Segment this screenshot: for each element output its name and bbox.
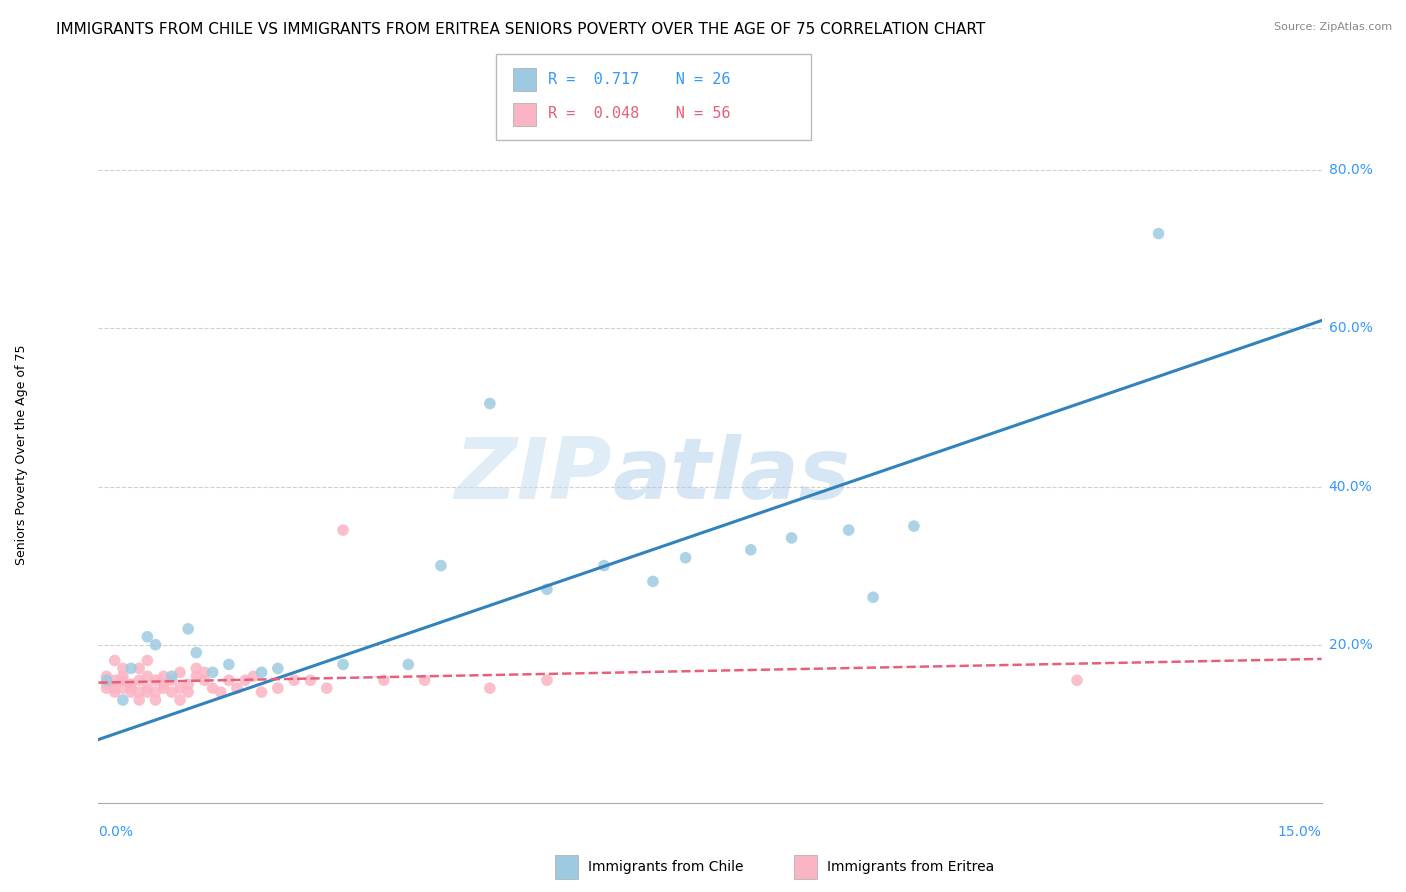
- Text: 40.0%: 40.0%: [1329, 480, 1372, 493]
- Point: [315, 681, 337, 695]
- Point: [96, 677, 118, 691]
- Point: [152, 681, 174, 695]
- Point: [145, 685, 167, 699]
- Text: Source: ZipAtlas.com: Source: ZipAtlas.com: [1274, 22, 1392, 32]
- Point: [332, 523, 354, 537]
- Point: [1147, 227, 1170, 241]
- Point: [111, 669, 134, 683]
- Point: [201, 665, 224, 680]
- Point: [96, 681, 118, 695]
- Text: Immigrants from Eritrea: Immigrants from Eritrea: [827, 860, 994, 874]
- Point: [478, 681, 501, 695]
- Point: [233, 673, 256, 688]
- Point: [111, 693, 134, 707]
- Point: [332, 657, 354, 672]
- Point: [96, 673, 118, 688]
- Point: [267, 681, 290, 695]
- Point: [169, 665, 191, 680]
- Point: [120, 661, 142, 675]
- Point: [145, 673, 167, 688]
- Point: [136, 653, 159, 667]
- Point: [120, 681, 142, 695]
- Point: [128, 673, 150, 688]
- Point: [186, 669, 208, 683]
- Text: 60.0%: 60.0%: [1329, 321, 1372, 335]
- Text: 15.0%: 15.0%: [1278, 825, 1322, 839]
- Point: [120, 677, 142, 691]
- Point: [128, 693, 150, 707]
- Text: R =  0.048    N = 56: R = 0.048 N = 56: [548, 106, 731, 120]
- Point: [160, 685, 183, 699]
- Text: 0.0%: 0.0%: [98, 825, 134, 839]
- Point: [96, 669, 118, 683]
- Point: [136, 681, 159, 695]
- Point: [193, 665, 215, 680]
- Point: [177, 622, 200, 636]
- Point: [128, 685, 150, 699]
- Point: [104, 681, 127, 695]
- Point: [136, 669, 159, 683]
- Point: [373, 673, 395, 688]
- Point: [111, 661, 134, 675]
- Point: [641, 574, 664, 589]
- Point: [593, 558, 616, 573]
- Point: [218, 673, 240, 688]
- Point: [903, 519, 925, 533]
- Point: [201, 681, 224, 695]
- Text: atlas: atlas: [612, 434, 851, 517]
- Point: [267, 661, 290, 675]
- Point: [104, 673, 127, 688]
- Point: [430, 558, 453, 573]
- Point: [413, 673, 436, 688]
- Point: [675, 550, 697, 565]
- Point: [536, 582, 558, 597]
- Point: [152, 677, 174, 691]
- Point: [396, 657, 419, 672]
- Text: Seniors Poverty Over the Age of 75: Seniors Poverty Over the Age of 75: [14, 344, 28, 566]
- Point: [780, 531, 803, 545]
- Point: [169, 681, 191, 695]
- Text: IMMIGRANTS FROM CHILE VS IMMIGRANTS FROM ERITREA SENIORS POVERTY OVER THE AGE OF: IMMIGRANTS FROM CHILE VS IMMIGRANTS FROM…: [56, 22, 986, 37]
- Point: [478, 396, 501, 410]
- Point: [218, 657, 240, 672]
- Point: [104, 685, 127, 699]
- Point: [740, 542, 762, 557]
- Point: [862, 591, 884, 605]
- Text: R =  0.717    N = 26: R = 0.717 N = 26: [548, 72, 731, 87]
- Point: [226, 681, 249, 695]
- Point: [145, 693, 167, 707]
- Point: [152, 669, 174, 683]
- Point: [536, 673, 558, 688]
- Point: [1066, 673, 1088, 688]
- Point: [242, 669, 264, 683]
- Point: [177, 685, 200, 699]
- Point: [160, 673, 183, 688]
- Point: [145, 638, 167, 652]
- Point: [186, 646, 208, 660]
- Point: [136, 685, 159, 699]
- Point: [209, 685, 232, 699]
- Point: [128, 661, 150, 675]
- Point: [104, 653, 127, 667]
- Text: ZIP: ZIP: [454, 434, 612, 517]
- Point: [186, 661, 208, 675]
- Text: 20.0%: 20.0%: [1329, 638, 1372, 652]
- Point: [136, 630, 159, 644]
- Point: [111, 681, 134, 695]
- Point: [193, 673, 215, 688]
- Point: [299, 673, 322, 688]
- Point: [169, 693, 191, 707]
- Point: [250, 685, 273, 699]
- Text: 80.0%: 80.0%: [1329, 163, 1372, 178]
- Point: [838, 523, 860, 537]
- Point: [250, 665, 273, 680]
- Point: [120, 685, 142, 699]
- Point: [160, 669, 183, 683]
- Point: [111, 673, 134, 688]
- Point: [283, 673, 305, 688]
- Text: Immigrants from Chile: Immigrants from Chile: [588, 860, 744, 874]
- Point: [177, 677, 200, 691]
